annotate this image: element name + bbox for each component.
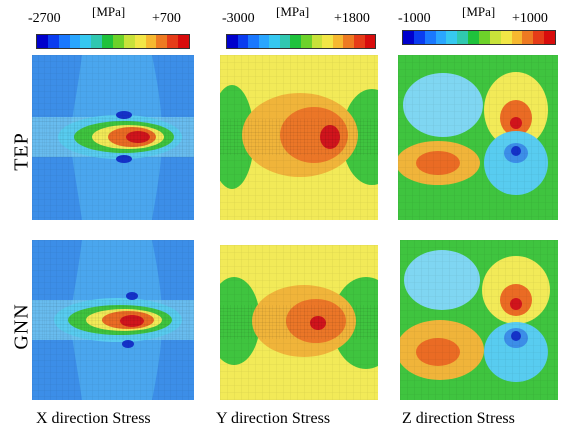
colorbar-swatch [479,31,490,44]
colorbar-swatch [248,35,259,48]
colorbar-swatch [446,31,458,44]
colorbar-swatch [511,31,523,44]
colorbar-swatch [489,31,501,44]
scale-x-min-label: -2700 [28,11,61,26]
colorbar-swatch [258,35,270,48]
colorbar-swatch [269,35,280,48]
colorbar-swatch [332,35,344,48]
gnn-x-stress-panel [32,240,194,400]
colorbar-swatch [279,35,291,48]
colorbar-swatch [80,35,92,48]
colorbar-swatch [290,35,302,48]
scale-y-max-label: +1800 [334,11,370,26]
colorbar-swatch [178,35,190,48]
colorbar-swatch [311,35,323,48]
scale-z-colorbar [402,30,556,45]
colorbar-swatch [413,31,425,44]
colorbar-swatch [227,35,238,48]
colorbar-swatch [424,31,436,44]
caption-y-direction: Y direction Stress [216,410,331,427]
colorbar-swatch [403,31,414,44]
tep-x-stress-panel [32,55,194,220]
colorbar-swatch [134,35,146,48]
colorbar-swatch [156,35,168,48]
scale-z-unit-label: [MPa] [462,4,496,19]
colorbar-swatch [113,35,124,48]
colorbar-swatch [91,35,103,48]
colorbar-swatch [533,31,545,44]
colorbar-swatch [37,35,48,48]
colorbar-swatch [343,35,354,48]
colorbar-swatch [58,35,70,48]
row-label-tep: TEP [10,132,33,171]
colorbar-swatch [544,31,556,44]
caption-z-direction: Z direction Stress [402,410,515,427]
scale-x-unit-label: [MPa] [92,4,126,19]
colorbar-swatch [435,31,447,44]
colorbar-swatch [123,35,135,48]
tep-z-stress-panel [398,55,558,220]
colorbar-swatch [468,31,480,44]
colorbar-swatch [522,31,534,44]
gnn-y-stress-panel [220,245,378,400]
colorbar-swatch [457,31,469,44]
caption-x-direction: X direction Stress [36,410,151,427]
colorbar-swatch [47,35,59,48]
tep-y-stress-panel [220,55,378,220]
colorbar-swatch [500,31,512,44]
scale-z-max-label: +1000 [512,11,548,26]
row-label-gnn: GNN [10,303,33,350]
scale-z-min-label: -1000 [398,11,431,26]
colorbar-swatch [167,35,179,48]
colorbar-swatch [69,35,81,48]
scale-x-max-label: +700 [152,11,181,26]
colorbar-swatch [301,35,312,48]
colorbar-swatch [145,35,157,48]
scale-y-unit-label: [MPa] [276,4,310,19]
gnn-z-stress-panel [400,240,558,400]
scale-y-min-label: -3000 [222,11,255,26]
colorbar-swatch [322,35,333,48]
colorbar-swatch [353,35,365,48]
scale-x-colorbar [36,34,190,49]
scale-y-colorbar [226,34,376,49]
colorbar-swatch [364,35,376,48]
colorbar-swatch [237,35,249,48]
colorbar-swatch [102,35,114,48]
